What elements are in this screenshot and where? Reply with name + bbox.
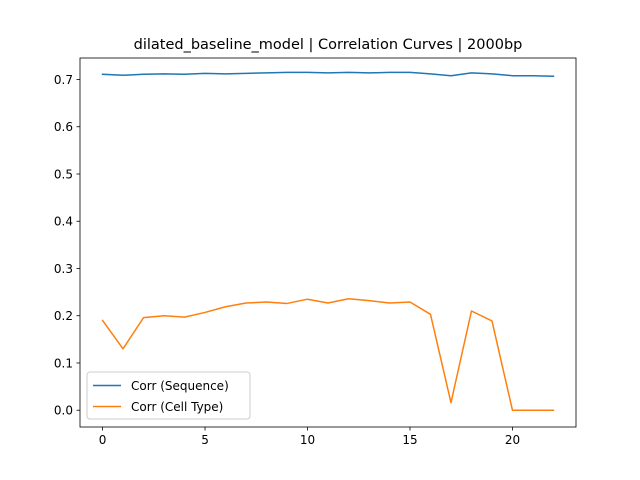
y-tick-label: 0.7 bbox=[54, 73, 73, 87]
y-tick-label: 0.4 bbox=[54, 215, 73, 229]
x-tick-label: 10 bbox=[300, 433, 315, 447]
plot-area bbox=[101, 71, 555, 411]
x-tick-label: 5 bbox=[201, 433, 209, 447]
chart-title: dilated_baseline_model | Correlation Cur… bbox=[134, 37, 523, 53]
x-tick-label: 0 bbox=[99, 433, 107, 447]
x-tick-label: 15 bbox=[402, 433, 417, 447]
series-line-1 bbox=[101, 71, 555, 77]
series-line-2 bbox=[101, 297, 555, 411]
legend-label-1: Corr (Sequence) bbox=[131, 379, 229, 393]
y-tick-label: 0.3 bbox=[54, 262, 73, 276]
axes-frame bbox=[79, 57, 577, 428]
y-tick-label: 0.0 bbox=[54, 404, 73, 418]
x-tick-label: 20 bbox=[505, 433, 520, 447]
y-tick-label: 0.6 bbox=[54, 120, 73, 134]
y-tick-label: 0.2 bbox=[54, 309, 73, 323]
y-tick-label: 0.1 bbox=[54, 356, 73, 370]
legend: Corr (Sequence) Corr (Cell Type) bbox=[86, 371, 251, 420]
axes: 0 5 10 15 20 0.0 0.1 0.2 0.3 0.4 0.5 0.6 0.7 bbox=[54, 57, 577, 447]
y-tick-label: 0.5 bbox=[54, 167, 73, 181]
legend-box bbox=[86, 371, 251, 420]
legend-label-2: Corr (Cell Type) bbox=[131, 400, 223, 414]
